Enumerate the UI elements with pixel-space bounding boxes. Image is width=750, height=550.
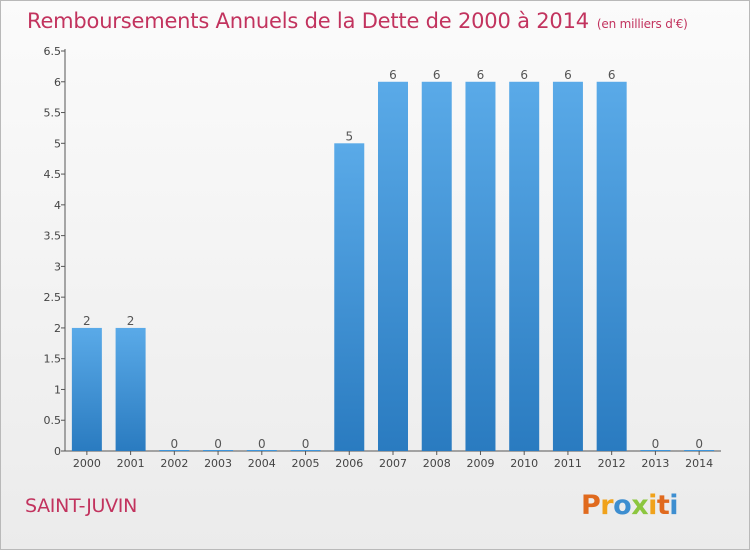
bar (334, 143, 365, 452)
y-tick-label: 3.5 (44, 230, 62, 243)
city-name: SAINT-JUVIN (25, 495, 138, 517)
bar (596, 81, 627, 452)
y-tick-label: 6 (54, 76, 61, 89)
data-label: 6 (520, 68, 528, 82)
data-label: 6 (433, 68, 441, 82)
x-tick-label: 2000 (73, 457, 101, 470)
y-tick-label: 4.5 (44, 168, 62, 181)
bar (71, 327, 102, 451)
y-tick-label: 3 (54, 260, 61, 273)
data-label: 6 (389, 68, 397, 82)
bar (378, 81, 408, 452)
data-label: 2 (127, 314, 135, 328)
y-tick-label: 4 (54, 199, 61, 212)
x-tick-label: 2001 (117, 457, 145, 470)
y-tick-label: 1.5 (44, 353, 62, 366)
chart-subtitle: (en milliers d'€) (596, 17, 688, 31)
x-tick-label: 2005 (292, 457, 320, 470)
data-label: 0 (171, 437, 179, 451)
x-tick-label: 2003 (204, 457, 232, 470)
data-label: 0 (302, 437, 310, 451)
y-tick-label: 1 (54, 383, 61, 396)
x-tick-label: 2013 (641, 457, 669, 470)
y-tick-label: 0.5 (44, 414, 62, 427)
x-tick-label: 2007 (379, 457, 407, 470)
x-tick-label: 2006 (335, 457, 363, 470)
data-label: 0 (214, 437, 222, 451)
y-tick-label: 0 (54, 445, 61, 458)
x-tick-label: 2011 (554, 457, 582, 470)
chart-title-text: Remboursements Annuels de la Dette de 20… (27, 9, 589, 33)
y-tick-label: 2 (54, 322, 61, 335)
data-label: 0 (652, 437, 660, 451)
x-tick-label: 2012 (598, 457, 626, 470)
data-label: 6 (477, 68, 485, 82)
bar (465, 81, 496, 452)
x-tick-label: 2008 (423, 457, 451, 470)
x-tick-label: 2014 (685, 457, 713, 470)
data-label: 6 (608, 68, 616, 82)
bar (509, 81, 540, 452)
x-tick-label: 2004 (248, 457, 276, 470)
proxiti-logo: Proxiti (581, 490, 679, 521)
bar (552, 81, 583, 452)
y-tick-label: 2.5 (44, 291, 62, 304)
y-tick-label: 5 (54, 137, 61, 150)
bar (421, 81, 452, 452)
data-label: 0 (695, 437, 703, 451)
y-tick-label: 6.5 (44, 45, 62, 58)
chart-title: Remboursements Annuels de la Dette de 20… (27, 9, 688, 33)
bar (115, 327, 146, 451)
x-tick-label: 2009 (466, 457, 494, 470)
x-tick-label: 2002 (160, 457, 188, 470)
data-label: 5 (345, 129, 353, 143)
y-tick-label: 5.5 (44, 107, 62, 120)
data-label: 6 (564, 68, 572, 82)
data-label: 0 (258, 437, 266, 451)
x-tick-label: 2010 (510, 457, 538, 470)
data-label: 2 (83, 314, 91, 328)
chart-bars: 2 2 0 0 0 0 5 6 6 6 6 6 6 0 0 (71, 68, 715, 452)
